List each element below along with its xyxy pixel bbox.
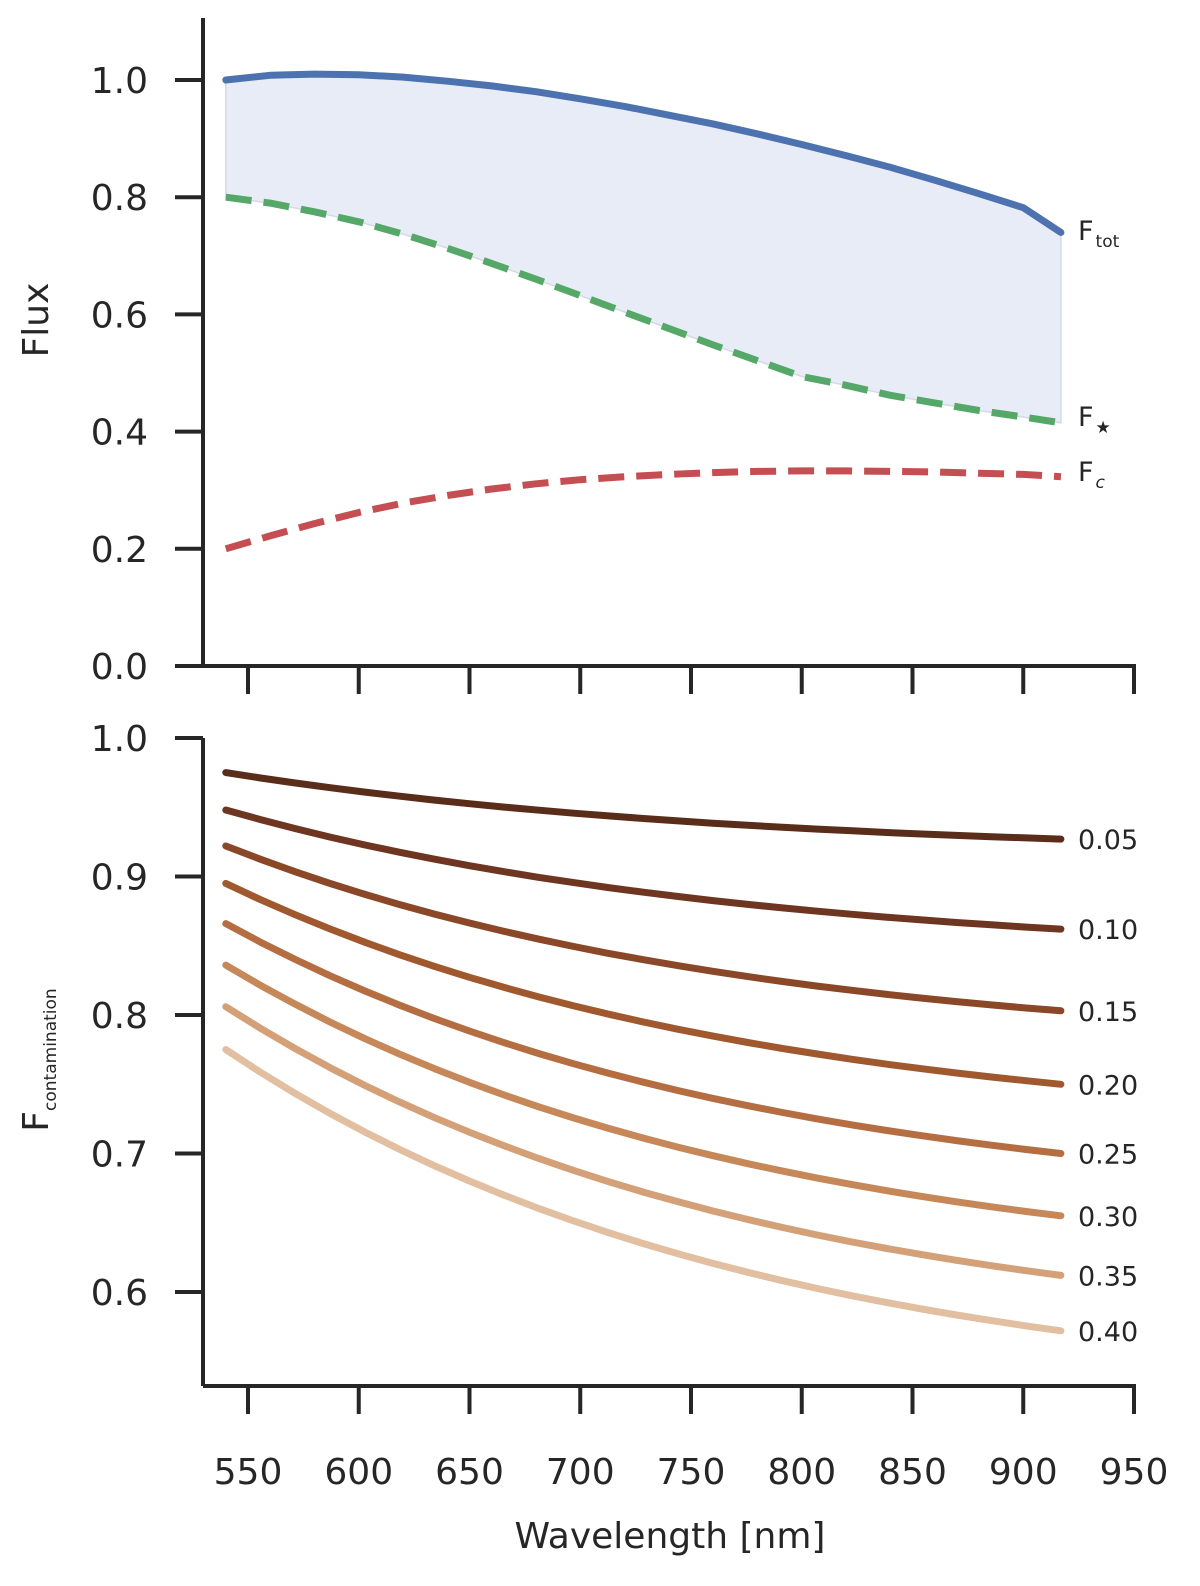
- line-contamination-0.10: [222, 806, 1065, 933]
- x-tick-label: 600: [324, 1452, 393, 1493]
- x-tick-label: 950: [1100, 1452, 1169, 1493]
- bottom-y-axis-title: Fcontamination: [16, 988, 61, 1131]
- line-contamination-0.30: [222, 961, 1065, 1220]
- x-tick-label: 800: [767, 1452, 836, 1493]
- line-contamination-0.35: [222, 1003, 1065, 1279]
- line-f-star: [225, 193, 1062, 427]
- top-y-tick-label: 0.2: [91, 530, 148, 571]
- label-contamination-0.30: 0.30: [1078, 1202, 1138, 1233]
- bottom-series-labels: 0.05 0.10 0.15 0.20 0.25 0.30 0.35 0.40: [1078, 825, 1138, 1348]
- x-tick-label: 700: [546, 1452, 615, 1493]
- bottom-y-tick-label: 0.8: [91, 996, 148, 1037]
- label-contamination-0.40: 0.40: [1078, 1317, 1138, 1348]
- line-f-c: [224, 467, 1062, 553]
- label-contamination-0.25: 0.25: [1078, 1140, 1138, 1171]
- x-tick-label: 850: [878, 1452, 947, 1493]
- line-contamination-0.05: [222, 769, 1065, 843]
- x-axis-title: Wavelength [nm]: [515, 1516, 826, 1557]
- label-contamination-0.35: 0.35: [1078, 1261, 1138, 1292]
- bottom-y-tick-label: 0.9: [91, 858, 148, 899]
- bottom-y-tick-label: 0.6: [91, 1273, 148, 1314]
- top-y-axis-title: Flux: [16, 283, 57, 358]
- line-contamination-0.20: [222, 879, 1065, 1088]
- bottom-axes: 0.6 0.7 0.8 0.9 1.0 550 600 650 700 750 800 850 900 9…: [91, 719, 1169, 1493]
- bottom-y-tick-label: 0.7: [91, 1135, 148, 1176]
- label-contamination-0.05: 0.05: [1078, 825, 1138, 856]
- top-axes: 0.0 0.2 0.4 0.6 0.8 1.0: [91, 18, 1136, 694]
- x-tick-label: 650: [435, 1452, 504, 1493]
- top-y-tick-label: 0.0: [91, 647, 148, 688]
- line-contamination-0.15: [222, 842, 1065, 1015]
- bottom-panel: 0.050.100.150.200.250.300.350.40 0.60.70…: [16, 719, 1168, 1557]
- label-contamination-0.15: 0.15: [1078, 997, 1138, 1028]
- fill-between-ftot-fstar: [225, 73, 1062, 424]
- bottom-y-tick-label: 1.0: [91, 719, 148, 760]
- top-y-tick-label: 1.0: [91, 61, 148, 102]
- line-f-tot: [222, 70, 1065, 236]
- label-contamination-0.20: 0.20: [1078, 1070, 1138, 1101]
- label-f-star: F ★: [1078, 402, 1111, 438]
- top-y-tick-label: 0.4: [91, 413, 148, 454]
- top-y-tick-label: 0.8: [91, 178, 148, 219]
- top-y-tick-label: 0.6: [91, 295, 148, 336]
- line-contamination-0.40: [222, 1046, 1065, 1335]
- x-tick-label: 900: [989, 1452, 1058, 1493]
- x-tick-label: 750: [657, 1452, 726, 1493]
- line-contamination-0.25: [222, 920, 1065, 1157]
- bottom-series-lines: [222, 769, 1065, 1335]
- label-contamination-0.10: 0.10: [1078, 915, 1138, 946]
- top-series-lines: [222, 70, 1065, 553]
- x-tick-label: 550: [214, 1452, 283, 1493]
